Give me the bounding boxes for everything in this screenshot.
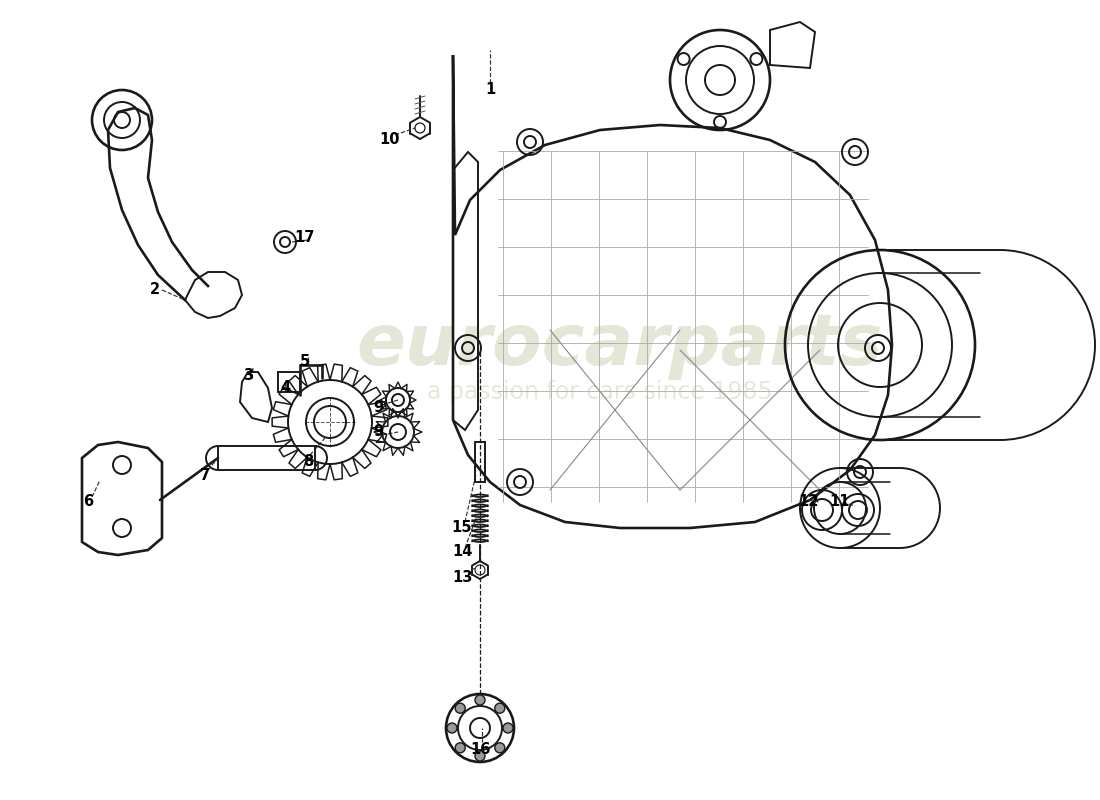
Circle shape <box>503 723 513 733</box>
Text: eurocarparts: eurocarparts <box>356 310 883 379</box>
Text: 14: 14 <box>452 545 472 559</box>
Text: 9: 9 <box>373 425 383 439</box>
Text: 11: 11 <box>829 494 850 510</box>
Circle shape <box>475 751 485 761</box>
Bar <box>218 446 315 470</box>
Text: 13: 13 <box>452 570 472 586</box>
Circle shape <box>495 703 505 714</box>
Text: 1: 1 <box>485 82 495 98</box>
Bar <box>278 372 300 392</box>
Circle shape <box>475 695 485 705</box>
Circle shape <box>455 703 465 714</box>
Circle shape <box>455 742 465 753</box>
Text: 4: 4 <box>279 381 290 395</box>
Text: 16: 16 <box>470 742 491 758</box>
Circle shape <box>495 742 505 753</box>
Text: 12: 12 <box>798 494 818 510</box>
Text: 10: 10 <box>379 133 400 147</box>
Text: 3: 3 <box>243 367 253 382</box>
Text: 8: 8 <box>302 454 313 470</box>
Text: 5: 5 <box>300 354 310 370</box>
Circle shape <box>447 723 456 733</box>
Text: 17: 17 <box>295 230 316 246</box>
Text: 9: 9 <box>373 401 383 415</box>
Bar <box>475 442 485 482</box>
Text: 2: 2 <box>150 282 161 298</box>
Text: 15: 15 <box>452 521 472 535</box>
Text: 6: 6 <box>82 494 94 510</box>
Text: a passion for cars since 1985: a passion for cars since 1985 <box>427 380 773 404</box>
Text: 7: 7 <box>200 467 210 482</box>
